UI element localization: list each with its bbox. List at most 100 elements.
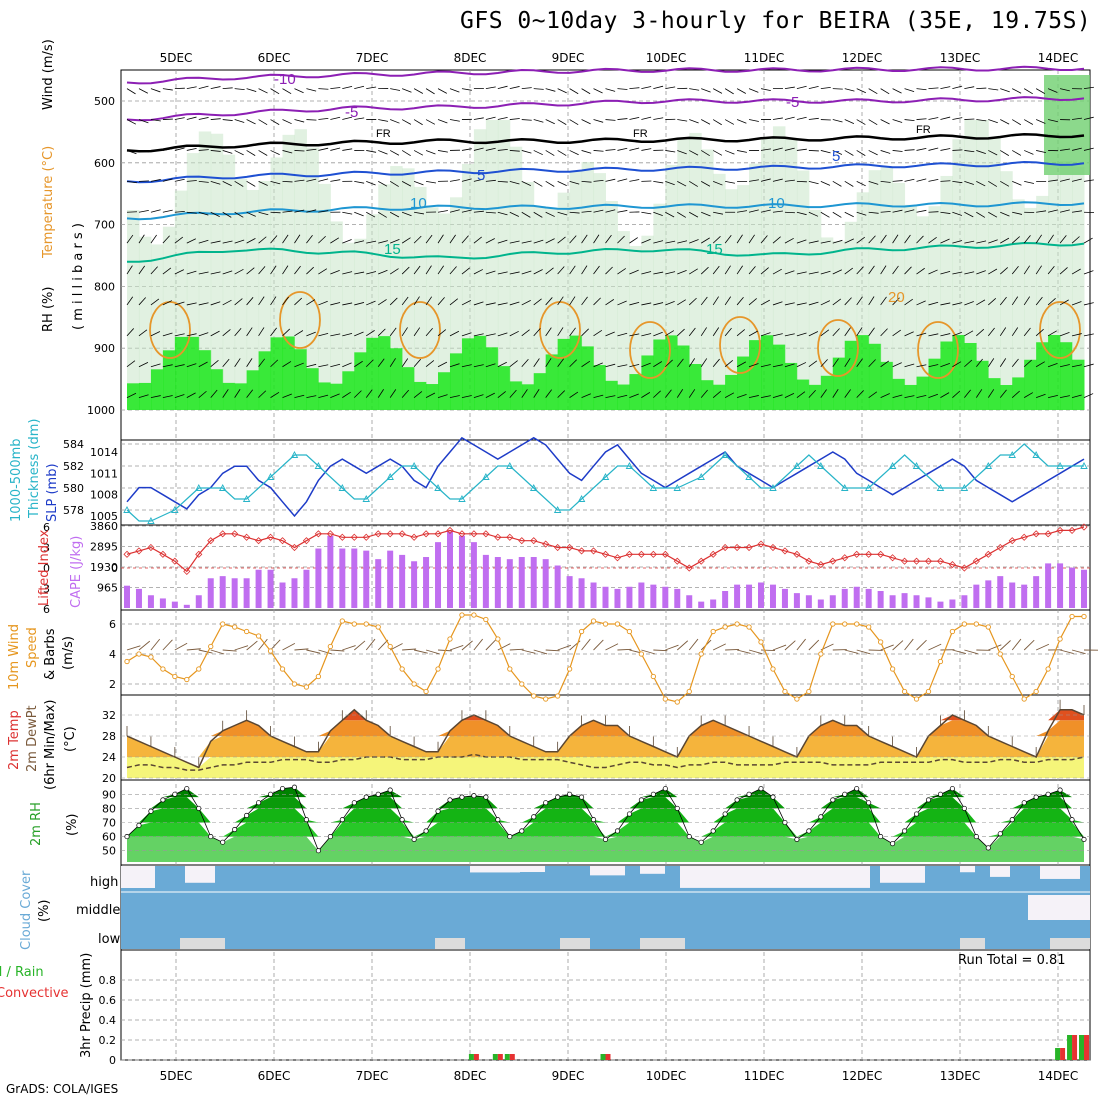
wind-barb: [509, 330, 519, 337]
rh-shade-light: [1000, 171, 1013, 410]
date-label-bottom: 10DEC: [646, 1069, 686, 1083]
wind-barb: [617, 394, 628, 399]
wind-barb: [354, 331, 364, 337]
wind-barb: [629, 363, 640, 368]
cape-bar: [231, 578, 238, 608]
wind-barb: [748, 88, 759, 93]
wind-barb: [509, 271, 520, 275]
wind-barb: [712, 296, 719, 306]
wind10-marker: [1021, 696, 1027, 702]
wind-barb: [174, 147, 185, 151]
rh-shade-green: [1024, 359, 1037, 410]
rh-shade-green: [414, 381, 427, 410]
wind-barb: [832, 269, 842, 275]
wind10-barb: [509, 648, 524, 651]
rh-shade-green: [186, 336, 200, 410]
wind-barb: [569, 180, 580, 185]
wind-barb: [533, 298, 542, 306]
wind-barb: [784, 333, 795, 337]
lifted-index-marker: [135, 547, 143, 555]
wind10-marker: [949, 628, 956, 635]
wind10-marker: [758, 639, 764, 645]
rh-shade-light: [246, 189, 260, 410]
rh-shade-green: [868, 343, 882, 410]
rh2m-marker: [1045, 791, 1051, 797]
temp2m-label: 2m Temp: [7, 710, 22, 770]
thickness-marker: [1008, 451, 1016, 458]
wind10-barb: [617, 648, 632, 651]
wind-barb: [545, 119, 555, 125]
wind-barb: [748, 395, 759, 399]
rh2m-tick: 50: [102, 845, 116, 858]
wind-barb: [688, 327, 696, 337]
isotherm-label-15-a: 15: [384, 241, 401, 258]
wind-barb: [605, 119, 616, 121]
wind-barb: [425, 360, 435, 368]
rh-shade-green: [796, 379, 810, 410]
wind-barb: [234, 268, 244, 275]
wind-barb: [234, 180, 244, 187]
wind-barb: [868, 211, 879, 214]
precip-tick: 0.4: [99, 1014, 117, 1027]
wind10-marker: [459, 612, 465, 618]
wind-barb: [784, 270, 795, 275]
wind-barb: [772, 333, 783, 337]
wind-barb: [222, 211, 232, 218]
wind-barb: [868, 359, 876, 368]
wind-barb: [1059, 332, 1070, 337]
wind-barb: [1000, 119, 1010, 125]
rh-shade-green: [725, 374, 738, 410]
wind-barb: [282, 234, 289, 244]
rh-shade-light: [234, 178, 248, 410]
wind10-label-4: (m/s): [61, 636, 76, 670]
wind-barb: [258, 236, 267, 244]
thickness-marker: [936, 484, 945, 491]
wind-barb: [425, 88, 435, 95]
wind-barb: [689, 268, 698, 275]
wind-barb: [664, 389, 672, 398]
rh-shade-green: [1000, 384, 1013, 410]
date-label-bottom: 12DEC: [842, 1069, 882, 1083]
wind-barb: [557, 266, 565, 275]
wind10-barb: [1023, 639, 1035, 651]
wind-barb: [605, 178, 616, 182]
precip-conv-bar: [1072, 1035, 1078, 1060]
wind-barb: [186, 238, 196, 244]
wind-barb: [713, 180, 723, 186]
chart-layers: 5006007008009001000578580582584100510081…: [43, 65, 1099, 1067]
wind10-marker: [495, 636, 501, 642]
isotherm-20-contour: [817, 319, 859, 377]
lifted-index-marker: [350, 533, 358, 541]
wind-barb: [186, 270, 197, 275]
wind-barb: [533, 358, 540, 367]
rh2m-marker: [890, 841, 896, 847]
wind-barb: [736, 361, 747, 368]
lifted-index-marker: [1008, 537, 1016, 545]
rh2m-marker: [327, 834, 333, 840]
wind-barb: [389, 180, 399, 187]
precip-total-bar: [468, 1054, 474, 1060]
wind-barb: [892, 329, 901, 337]
wind-barb: [880, 211, 891, 213]
wind-barb: [138, 362, 149, 368]
wind-barb: [976, 119, 987, 122]
wind-barb: [772, 210, 783, 213]
wind-barb: [581, 234, 588, 244]
rh2m-marker: [256, 800, 262, 806]
rh-shade-green: [150, 369, 164, 410]
wind-barb: [401, 237, 411, 244]
cloud-middle-label: middle: [76, 903, 120, 918]
lifted-index-marker: [255, 537, 263, 545]
wind-barb: [354, 85, 365, 90]
wind-barb: [700, 266, 709, 275]
isotherm-label-5-b: 5: [832, 148, 840, 165]
wind-barb: [306, 148, 317, 151]
isotherm-line: [127, 241, 1085, 263]
wind-barb: [712, 119, 722, 126]
wind-barb: [198, 361, 208, 368]
wind-barb: [808, 331, 819, 337]
rh-shade-green: [964, 342, 977, 410]
wind-barb: [497, 271, 508, 275]
cloud-cover-label: Cloud Cover: [19, 870, 34, 950]
lifted-index-marker: [458, 530, 466, 538]
